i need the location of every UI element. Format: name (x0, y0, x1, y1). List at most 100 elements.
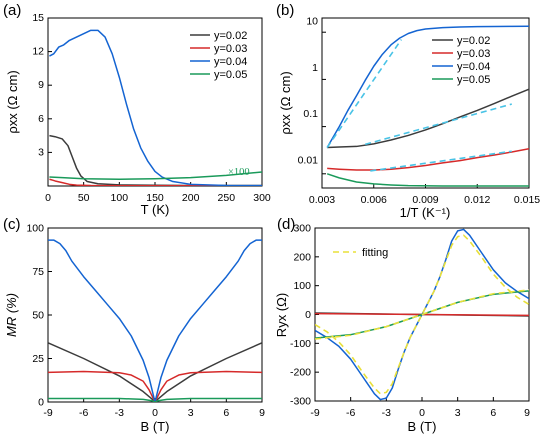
series-line-y=0.05 (48, 397, 262, 402)
fit-line-0 (315, 234, 529, 395)
panel-c-ytick: 25 (32, 353, 44, 365)
panel-d-ytick: 200 (293, 251, 311, 263)
panel-c-xtick: -9 (43, 407, 52, 419)
panel-a-x-ticks: 0 50 100 150 200 250 300 (45, 192, 271, 204)
panel-b-letter: (b) (276, 2, 294, 19)
panel-a-letter: (a) (3, 2, 21, 19)
series-line-y=0.04 (326, 25, 529, 148)
series-line-y=0.04 (48, 239, 262, 402)
fit-line-2 (370, 150, 512, 172)
panel-d-xtick: 9 (524, 407, 530, 419)
panel-c-xtick: -3 (115, 407, 124, 419)
panel-a-ytick: 15 (32, 12, 44, 24)
series-line-y=0.02 (48, 342, 262, 402)
panel-d-letter: (d) (277, 216, 295, 233)
panel-c-xtick: 3 (188, 407, 194, 419)
panel-a-ytick: 12 (32, 46, 44, 58)
panel-c-frame (47, 227, 263, 403)
panel-a-y-ticks: 3 6 9 12 15 (32, 12, 44, 158)
series-line-y=0.03 (49, 178, 262, 186)
panel-d-ytick: -300 (290, 396, 311, 408)
panel-a-plot-area (47, 17, 263, 186)
panel-a-xtick: 300 (253, 192, 271, 204)
panel-b-legend-label-1: y=0.03 (457, 48, 490, 60)
panel-c-ytick: 50 (32, 310, 44, 322)
panel-d-ytick: 0 (305, 309, 311, 321)
panel-d-y-ticks: -300 -200 -100 0 100 200 300 (290, 223, 311, 408)
panel-a-xtick: 200 (182, 192, 200, 204)
panel-a-legend-label-3: y=0.05 (214, 69, 247, 81)
panel-b-y-ticks: 0.01 0.1 1 10 (298, 16, 319, 167)
panel-b-xtick: 0.006 (361, 194, 387, 206)
panel-d-plot-area (314, 227, 530, 402)
panel-d-ytick: -200 (290, 367, 311, 379)
panel-d: (d) -9 -6 -3 0 3 6 9 -300 -200 -100 0 10… (274, 216, 530, 434)
panel-a-xtick: 100 (111, 192, 129, 204)
panel-a-xtick: 50 (78, 192, 90, 204)
panel-d-xtick: 6 (490, 407, 496, 419)
panel-a-ytick: 6 (38, 113, 44, 125)
series-line-y=0.04 (49, 29, 262, 186)
panel-b: (b) 0.003 0.006 0.009 0.012 0.015 0.01 0… (276, 2, 540, 220)
panel-d-xtick: 3 (455, 407, 461, 419)
panel-c-plot-area (47, 227, 263, 403)
panel-c-y-axis-label: MR (%) (4, 293, 19, 337)
panel-c: (c) -9 -6 -3 0 3 6 9 0 25 50 75 100 B (T… (3, 216, 265, 434)
panel-a: (a) 0 50 100 150 200 250 300 3 6 9 12 15… (3, 2, 271, 217)
panel-c-xtick: -6 (79, 407, 88, 419)
panel-d-x-axis-label: B (T) (408, 419, 437, 434)
panel-3-tick-marks (314, 227, 530, 402)
panel-a-x-axis-label: T (K) (141, 202, 170, 217)
panel-a-ytick: 3 (38, 146, 44, 158)
series-line-y=0.03 (327, 147, 529, 171)
panel-a-xtick: 0 (45, 192, 51, 204)
panel-b-legend-label-0: y=0.02 (457, 35, 490, 47)
panel-a-legend: y=0.02 y=0.03 y=0.04 y=0.05 (190, 30, 247, 81)
panel-d-x-ticks: -9 -6 -3 0 3 6 9 (310, 407, 530, 419)
series-line-y=0.02 (327, 88, 529, 149)
panel-a-legend-label-1: y=0.03 (214, 43, 247, 55)
panel-b-ytick: 0.01 (298, 154, 319, 166)
panel-b-ytick: 0.1 (303, 108, 318, 120)
panel-d-legend-label-fitting: fitting (362, 247, 388, 259)
panel-c-ytick: 100 (26, 223, 44, 235)
panel-b-y-axis-label: ρxx (Ω cm) (278, 71, 293, 134)
panel-c-x-ticks: -9 -6 -3 0 3 6 9 (43, 407, 265, 419)
panel-d-xtick: -9 (310, 407, 319, 419)
panel-b-plot-area (321, 25, 530, 188)
panel-b-x-ticks: 0.003 0.006 0.009 0.012 0.015 (309, 194, 540, 206)
series-line-y=0.03 (48, 370, 262, 402)
panel-c-ytick: 75 (32, 266, 44, 278)
panel-d-xtick: 0 (419, 407, 425, 419)
panel-c-xtick: 9 (259, 407, 265, 419)
panel-a-ytick: 9 (38, 79, 44, 91)
panel-d-y-axis-label: Ryx (Ω) (274, 293, 289, 337)
panel-d-ytick: -100 (290, 338, 311, 350)
panel-b-ytick: 1 (312, 62, 318, 74)
panel-d-legend: fitting (333, 247, 388, 259)
panel-c-letter: (c) (3, 216, 21, 233)
panel-d-ytick: 300 (293, 223, 311, 235)
fit-line-1 (315, 289, 529, 340)
panel-b-legend: y=0.02 y=0.03 y=0.04 y=0.05 (432, 35, 490, 86)
panel-b-ytick: 10 (306, 16, 318, 28)
panel-b-legend-label-3: y=0.05 (457, 74, 490, 86)
panel-a-xtick: 250 (218, 192, 236, 204)
panel-a-xtick: 150 (146, 192, 164, 204)
panel-a-legend-label-2: y=0.04 (214, 56, 247, 68)
panel-a-legend-label-0: y=0.02 (214, 30, 247, 42)
panel-c-xtick: 0 (152, 407, 158, 419)
series-line-y=0.05 (326, 173, 529, 187)
panel-a-scale-annotation: ×100 (228, 167, 250, 178)
panel-c-xtick: 6 (223, 407, 229, 419)
panel-d-ytick: 100 (293, 280, 311, 292)
panel-b-xtick: 0.012 (464, 194, 490, 206)
panel-c-y-ticks: 0 25 50 75 100 (26, 223, 44, 409)
fit-line-0 (326, 39, 403, 148)
panel-c-ytick: 0 (38, 397, 44, 409)
panel-2-tick-marks (47, 227, 263, 403)
fit-line-1 (364, 103, 512, 146)
panel-b-legend-label-2: y=0.04 (457, 61, 490, 73)
